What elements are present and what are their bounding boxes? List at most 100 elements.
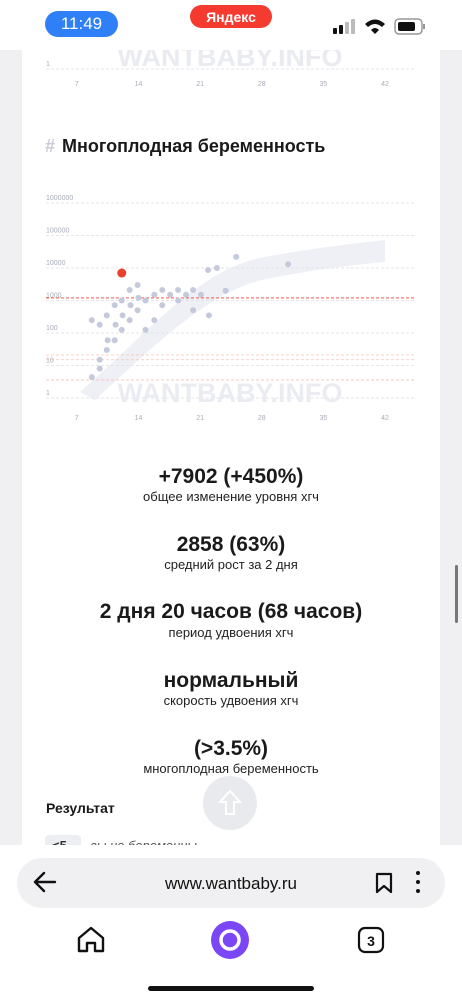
y-tick-label: 100000 bbox=[46, 228, 69, 235]
heading: Многоплодная беременность bbox=[62, 136, 325, 156]
stat-label: период удвоения хгч bbox=[169, 625, 294, 640]
data-point bbox=[190, 307, 197, 314]
time: 11:49 bbox=[61, 14, 102, 33]
x-tick-label: 7 bbox=[75, 81, 79, 88]
data-point bbox=[117, 268, 127, 278]
stat-label: многоплодная беременность bbox=[143, 761, 319, 776]
y-tick-label: 1 bbox=[46, 61, 50, 68]
url-bar[interactable] bbox=[17, 858, 445, 908]
app-name[interactable]: Яндекс bbox=[206, 9, 256, 25]
stat-value: (>3.5%) bbox=[194, 737, 268, 760]
stat-label: скорость удвоения хгч bbox=[164, 693, 299, 708]
signal-icon bbox=[333, 19, 355, 34]
data-point bbox=[159, 302, 166, 309]
reference-band bbox=[80, 240, 385, 400]
y-tick-label: 100 bbox=[46, 325, 58, 332]
data-point bbox=[233, 253, 240, 260]
data-point bbox=[112, 321, 119, 328]
y-tick-label: 1 bbox=[46, 390, 50, 397]
data-point bbox=[167, 291, 174, 298]
data-point bbox=[135, 294, 142, 301]
data-point bbox=[103, 346, 110, 353]
data-point bbox=[126, 287, 133, 294]
charts: 1 7 14 21 28 35 42 1 10 100 1000 10000 100000 1000000… bbox=[46, 61, 415, 422]
data-point bbox=[111, 337, 118, 344]
x-tick-label: 35 bbox=[320, 81, 328, 88]
data-point bbox=[111, 302, 118, 309]
data-point bbox=[96, 356, 103, 363]
battery-icon bbox=[394, 18, 423, 35]
scroll-top-circle[interactable] bbox=[203, 776, 257, 830]
back-button[interactable] bbox=[33, 871, 57, 893]
x-tick-label: 21 bbox=[196, 81, 204, 88]
data-point bbox=[103, 312, 110, 319]
stat-value: 2 дня 20 часов (68 часов) bbox=[100, 600, 362, 623]
x-tick-label: 14 bbox=[135, 81, 143, 88]
x-tick-label: 35 bbox=[320, 415, 328, 422]
watermark: WANTBABY.INFO bbox=[118, 378, 343, 408]
data-point bbox=[222, 287, 229, 294]
bookmark-button[interactable] bbox=[375, 872, 393, 894]
data-point bbox=[190, 287, 197, 294]
stat-value: +7902 (+450%) bbox=[159, 465, 304, 488]
y-tick-label: 1000 bbox=[46, 293, 62, 300]
data-point bbox=[151, 291, 158, 298]
data-point bbox=[127, 302, 134, 309]
battery-tip bbox=[423, 24, 425, 29]
url[interactable]: www.wantbaby.ru bbox=[164, 874, 297, 893]
stat-value: 2858 (63%) bbox=[177, 533, 286, 556]
tabs-button[interactable] bbox=[357, 926, 385, 954]
data-point bbox=[175, 287, 182, 294]
data-point bbox=[197, 291, 204, 298]
scrollbar bbox=[455, 565, 458, 623]
stats: +7902 (+450%) общее изменение уровня хгч… bbox=[100, 465, 362, 776]
x-tick-label: 28 bbox=[258, 81, 266, 88]
data-point bbox=[183, 291, 190, 298]
time-pill bbox=[45, 11, 118, 37]
data-point bbox=[96, 365, 103, 372]
data-point bbox=[118, 326, 125, 333]
data-point bbox=[134, 307, 141, 314]
data-point bbox=[205, 266, 212, 273]
scroll-top-button[interactable] bbox=[203, 776, 257, 830]
data-point bbox=[88, 317, 95, 324]
data-point bbox=[142, 326, 149, 333]
x-tick-label: 42 bbox=[381, 415, 389, 422]
data-point bbox=[96, 321, 103, 328]
wifi-icon bbox=[365, 19, 385, 34]
x-tick-label: 42 bbox=[381, 81, 389, 88]
stat-label: средний рост за 2 дня bbox=[164, 557, 298, 572]
data-point bbox=[119, 312, 126, 319]
battery-level bbox=[398, 22, 415, 31]
stat-label: общее изменение уровня хгч bbox=[143, 489, 319, 504]
menu-button[interactable] bbox=[416, 871, 420, 893]
scroll-top-icon bbox=[217, 789, 243, 815]
data-point bbox=[151, 317, 158, 324]
data-point bbox=[134, 281, 141, 288]
x-tick-label: 28 bbox=[258, 415, 266, 422]
alice-icon bbox=[219, 929, 241, 951]
data-point bbox=[118, 297, 125, 304]
data-point bbox=[159, 287, 166, 294]
home-button[interactable] bbox=[77, 926, 105, 953]
data-point bbox=[285, 261, 292, 268]
data-point bbox=[142, 297, 149, 304]
tabs-count[interactable]: 3 bbox=[367, 933, 375, 949]
x-tick-label: 7 bbox=[75, 415, 79, 422]
data-point bbox=[88, 374, 95, 381]
content-card bbox=[22, 40, 440, 860]
data-point bbox=[175, 297, 182, 304]
data-point bbox=[213, 265, 220, 271]
heading-hash: # bbox=[45, 136, 55, 156]
x-tick-label: 14 bbox=[135, 415, 143, 422]
data-point bbox=[205, 312, 212, 319]
y-tick-label: 10 bbox=[46, 358, 54, 365]
y-tick-label: 10000 bbox=[46, 260, 66, 267]
result-title: Результат bbox=[46, 800, 115, 816]
home-indicator bbox=[148, 986, 314, 991]
app-pill[interactable] bbox=[190, 5, 272, 28]
stat-value: нормальный bbox=[164, 669, 299, 692]
alice-button[interactable] bbox=[211, 921, 249, 959]
y-tick-label: 1000000 bbox=[46, 195, 73, 202]
